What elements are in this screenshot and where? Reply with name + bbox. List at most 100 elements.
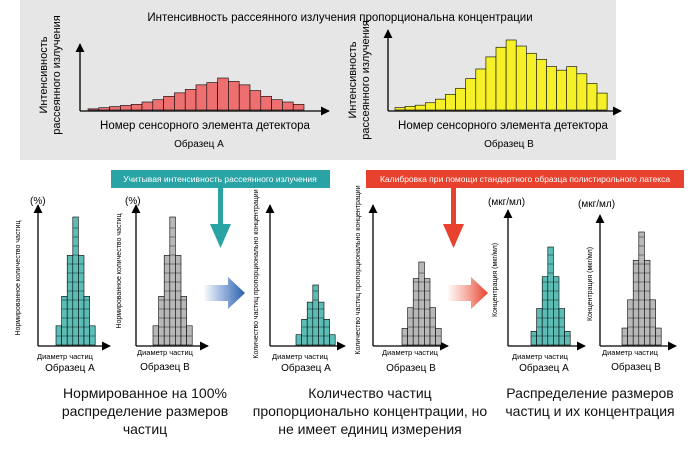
- normalized-b-sample: Образец B: [140, 361, 190, 373]
- concentration-b-xlabel: Диаметр частиц: [602, 348, 659, 357]
- top-sample-b-bar-19: [576, 73, 588, 111]
- proportional-a-ylabel-text: Количество частиц пропорционально концен…: [253, 189, 260, 358]
- top-sample-b-bar-21: [596, 92, 608, 111]
- top-sample-a-bar-14: [228, 81, 240, 111]
- concentration-b-ylabel: Концентрация (мкг/мл): [587, 247, 594, 321]
- prop-a-bar-6: [323, 318, 330, 346]
- top-sample-b-bar-9: [475, 68, 487, 111]
- chart-concentration-a: (мкг/мл) Концентрация (мкг/мл) Диаметр ч…: [488, 197, 586, 374]
- top-sample-b-bar-6: [445, 94, 456, 111]
- conc-a-bar-2: [536, 308, 543, 346]
- top-sample-a-bar-8: [163, 95, 175, 111]
- top-sample-b-bar-3: [414, 104, 426, 111]
- top-sample-a-bar-20: [292, 103, 305, 111]
- conc-a-bar-1: [530, 331, 537, 346]
- top-sample-a-bar-6: [141, 101, 154, 111]
- top-a-ylabel: Интенсивность рассеянного излучения: [38, 15, 63, 135]
- proportional-a-xlabel: Диаметр частиц: [272, 352, 329, 361]
- norm-b-bar-7: [186, 325, 193, 346]
- top-b-xlabel: Номер сенсорного элемента детектора: [398, 120, 608, 132]
- top-sample-a-bar-10: [184, 89, 197, 111]
- proportional-b-sample: Образец B: [386, 362, 436, 374]
- top-a-sample-label: Образец A: [174, 138, 224, 150]
- top-sample-b-bar-5: [435, 98, 446, 111]
- proportional-a-ylabel: Количество частиц пропорционально концен…: [253, 189, 260, 358]
- top-b-ylabel-line2: рассеянного излучения: [360, 20, 372, 140]
- norm-a-bar-4: [72, 216, 79, 346]
- conc-b-bar-6: [649, 299, 656, 346]
- top-sample-a-bar-11: [195, 84, 208, 111]
- process-arrow-blue: [203, 277, 245, 309]
- top-sample-a-bar-17: [260, 95, 272, 111]
- top-sample-b-bar-10: [485, 56, 497, 111]
- top-sample-a-bar-1: [87, 108, 100, 111]
- teal-banner-text: Учитывая интенсивность рассеянного излуч…: [123, 174, 317, 184]
- top-sample-a-bar-5: [130, 103, 143, 111]
- proportional-b-ylabel-text: Количество частиц пропорционально концен…: [355, 185, 362, 354]
- top-b-ylabel: Интенсивность рассеянного излучения: [347, 20, 372, 140]
- top-sample-b-bar-18: [566, 66, 578, 111]
- top-sample-a-bar-18: [271, 99, 283, 111]
- top-b-bars: [394, 39, 608, 111]
- process-arrow-red: [447, 277, 488, 309]
- top-sample-b-bar-13: [515, 45, 527, 111]
- prop-a-bar-2: [301, 318, 308, 346]
- top-sample-b-bar-2: [404, 106, 416, 111]
- chart-concentration-b: (мкг/мл) Концентрация (мкг/мл) Диаметр ч…: [578, 199, 677, 373]
- mgml-unit-a: (мкг/мл): [488, 197, 525, 208]
- norm-a-bar-7: [89, 325, 96, 346]
- concentration-a-ylabel: Концентрация (мкг/мл): [492, 243, 499, 317]
- top-sample-b-bar-20: [586, 83, 598, 111]
- red-banner: [366, 170, 684, 188]
- top-sample-b-bar-12: [505, 39, 517, 111]
- proportional-b-xlabel: Диаметр частиц: [382, 348, 439, 357]
- concentration-b-bars: [621, 231, 662, 346]
- normalized-b-ylabel: Нормированное количество частиц: [116, 213, 123, 328]
- top-a-xlabel: Номер сенсорного элемента детектора: [100, 120, 310, 132]
- proportional-a-sample: Образец A: [281, 362, 331, 374]
- norm-a-bar-5: [78, 255, 85, 346]
- proportional-b-bars: [401, 261, 442, 346]
- top-sample-b-bar-4: [424, 102, 436, 111]
- prop-b-bar-1: [401, 328, 408, 346]
- teal-banner: [111, 170, 330, 188]
- top-sample-a-bar-7: [152, 99, 164, 111]
- conc-a-bar-3: [541, 276, 549, 346]
- concentration-a-bars: [530, 246, 571, 346]
- top-panel-title: Интенсивность рассеянного излучения проп…: [147, 12, 532, 24]
- norm-b-bar-2: [158, 296, 165, 346]
- top-sample-a-bar-15: [238, 84, 251, 111]
- conc-b-bar-1: [621, 327, 628, 346]
- top-chart-sample-b: Интенсивность рассеянного излучения Номе…: [347, 20, 622, 150]
- conc-a-bar-6: [558, 308, 565, 346]
- norm-b-bar-1: [152, 325, 159, 346]
- teal-down-arrow: [210, 188, 231, 248]
- top-a-bars: [87, 77, 305, 111]
- prop-a-bar-5: [318, 301, 325, 346]
- top-sample-b-bar-16: [546, 66, 557, 111]
- top-sample-b-bar-7: [455, 87, 467, 111]
- normalized-b-xlabel: Диаметр частиц: [137, 348, 194, 357]
- chart-normalized-b: (%) Нормированное количество частиц Диам…: [116, 196, 209, 373]
- red-down-arrow: [443, 188, 464, 248]
- chart-proportional-a: Количество частиц пропорционально концен…: [253, 189, 346, 374]
- conc-a-bar-4: [547, 246, 554, 346]
- concentration-a-xlabel: Диаметр частиц: [512, 352, 569, 361]
- caption-concentration: Распределение размеров частиц и их конце…: [505, 385, 675, 419]
- top-b-sample-label: Образец B: [484, 138, 534, 150]
- norm-b-bar-3: [163, 255, 171, 346]
- prop-b-bar-5: [424, 278, 431, 346]
- top-sample-a-bar-16: [249, 90, 262, 111]
- red-banner-text: Калибровка при помощи стандартного образ…: [380, 174, 670, 184]
- percent-unit-b: (%): [125, 196, 141, 207]
- proportional-a-bars: [295, 284, 336, 346]
- norm-a-bar-2: [61, 296, 68, 346]
- caption-proportional: Количество частиц пропорционально концен…: [252, 385, 488, 437]
- prop-a-bar-1: [295, 334, 302, 346]
- norm-b-bar-6: [180, 296, 187, 346]
- normalized-a-xlabel: Диаметр частиц: [37, 352, 94, 361]
- norm-a-bar-1: [55, 325, 62, 346]
- prop-a-bar-3: [306, 301, 314, 346]
- top-chart-sample-a: Интенсивность рассеянного излучения Номе…: [38, 15, 330, 150]
